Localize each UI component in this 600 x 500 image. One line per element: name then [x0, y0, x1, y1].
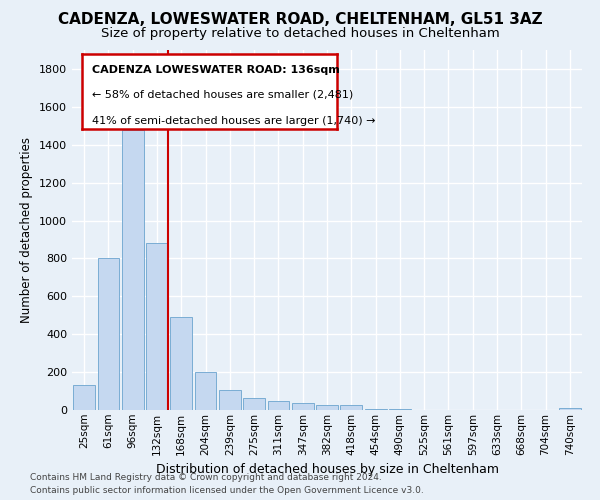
Text: Size of property relative to detached houses in Cheltenham: Size of property relative to detached ho…	[101, 28, 499, 40]
Bar	[122, 130, 143, 410]
Bar	[316, 406, 338, 410]
X-axis label: Distribution of detached houses by size in Cheltenham: Distribution of detached houses by size …	[155, 463, 499, 476]
Text: Contains HM Land Registry data © Crown copyright and database right 2024.: Contains HM Land Registry data © Crown c…	[30, 472, 382, 482]
Bar	[219, 390, 241, 410]
Bar	[292, 404, 314, 410]
Bar	[559, 408, 581, 410]
Bar	[73, 386, 95, 410]
Text: Contains public sector information licensed under the Open Government Licence v3: Contains public sector information licen…	[30, 486, 424, 495]
Bar	[170, 317, 192, 410]
Text: CADENZA, LOWESWATER ROAD, CHELTENHAM, GL51 3AZ: CADENZA, LOWESWATER ROAD, CHELTENHAM, GL…	[58, 12, 542, 28]
Bar	[97, 258, 119, 410]
Bar	[365, 409, 386, 410]
Bar	[146, 244, 168, 410]
Bar	[194, 372, 217, 410]
Bar	[268, 400, 289, 410]
Bar	[243, 398, 265, 410]
Y-axis label: Number of detached properties: Number of detached properties	[20, 137, 34, 323]
Bar	[340, 406, 362, 410]
